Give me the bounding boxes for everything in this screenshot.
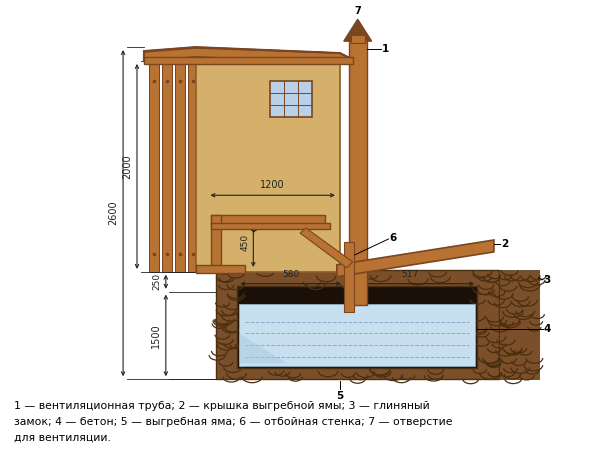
Text: 580: 580	[282, 270, 299, 279]
Bar	[149, 63, 159, 272]
Text: замок; 4 — бетон; 5 — выгребная яма; 6 — отбойная стенка; 7 — отверстие: замок; 4 — бетон; 5 — выгребная яма; 6 —…	[14, 417, 453, 427]
Text: 450: 450	[240, 234, 249, 251]
Polygon shape	[239, 333, 287, 363]
Bar	[196, 265, 246, 273]
Text: 517: 517	[402, 270, 419, 279]
Polygon shape	[144, 47, 352, 59]
Bar	[196, 61, 340, 272]
Text: 3: 3	[543, 275, 551, 285]
Bar	[162, 63, 172, 272]
Text: 1 — вентиляционная труба; 2 — крышка выгребной ямы; 3 — глиняный: 1 — вентиляционная труба; 2 — крышка выг…	[14, 401, 429, 411]
Text: 2: 2	[501, 239, 508, 249]
Text: 1200: 1200	[260, 180, 285, 190]
Polygon shape	[300, 228, 352, 268]
Text: 1: 1	[381, 44, 389, 54]
Text: 250: 250	[152, 273, 161, 290]
Bar	[238, 286, 477, 368]
Text: 5: 5	[336, 391, 343, 401]
Bar	[201, 63, 211, 272]
Text: 7: 7	[354, 6, 361, 16]
Text: 2000: 2000	[122, 154, 132, 179]
Text: 4: 4	[543, 325, 551, 335]
Bar	[211, 215, 220, 270]
Bar	[214, 63, 223, 272]
Bar	[499, 270, 538, 379]
Bar	[201, 63, 211, 272]
Bar	[349, 35, 367, 305]
Bar	[239, 304, 475, 366]
Bar	[149, 63, 159, 272]
Bar	[175, 63, 185, 272]
Text: 1500: 1500	[151, 323, 161, 348]
Bar	[144, 57, 352, 64]
Polygon shape	[337, 240, 494, 277]
Bar	[344, 242, 354, 311]
Polygon shape	[344, 19, 371, 41]
Bar	[175, 63, 185, 272]
Bar	[211, 215, 325, 225]
Bar	[270, 81, 312, 117]
Bar	[162, 63, 172, 272]
Bar	[188, 63, 198, 272]
Bar	[351, 35, 365, 43]
Text: 6: 6	[389, 233, 397, 243]
Bar	[214, 63, 223, 272]
Text: для вентиляции.: для вентиляции.	[14, 433, 111, 443]
Bar	[188, 63, 198, 272]
Text: 2600: 2600	[108, 201, 118, 226]
Bar	[216, 270, 499, 379]
Bar	[211, 223, 330, 229]
Bar	[146, 63, 227, 272]
Polygon shape	[144, 47, 352, 63]
